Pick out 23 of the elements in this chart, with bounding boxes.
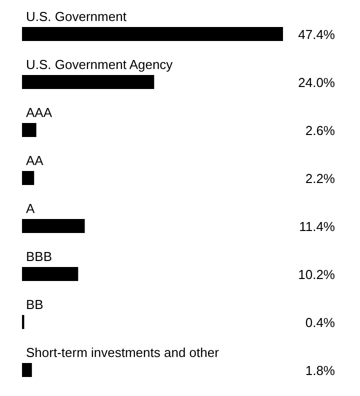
y-tick-label: AAA	[26, 105, 52, 120]
y-tick-label: U.S. Government Agency	[26, 57, 174, 72]
data-label: 1.8%	[305, 363, 336, 378]
y-tick-label: Short-term investments and other	[26, 345, 220, 360]
bar	[22, 219, 85, 233]
bar	[22, 27, 283, 41]
y-tick-label: BB	[26, 297, 44, 312]
y-tick-label: A	[26, 201, 35, 216]
data-label: 2.6%	[305, 123, 336, 138]
bar	[22, 75, 154, 89]
data-label: 10.2%	[298, 267, 336, 282]
data-label: 11.4%	[299, 219, 336, 234]
y-tick-label: U.S. Government	[26, 9, 127, 24]
data-label: 24.0%	[298, 75, 336, 90]
y-tick-label: AA	[26, 153, 44, 168]
y-tick-label: BBB	[26, 249, 52, 264]
data-label: 2.2%	[305, 171, 336, 186]
bar	[22, 171, 34, 185]
data-label: 0.4%	[305, 315, 336, 330]
data-label: 47.4%	[298, 27, 336, 42]
bar	[22, 363, 32, 377]
bar	[22, 123, 36, 137]
bar	[22, 267, 78, 281]
